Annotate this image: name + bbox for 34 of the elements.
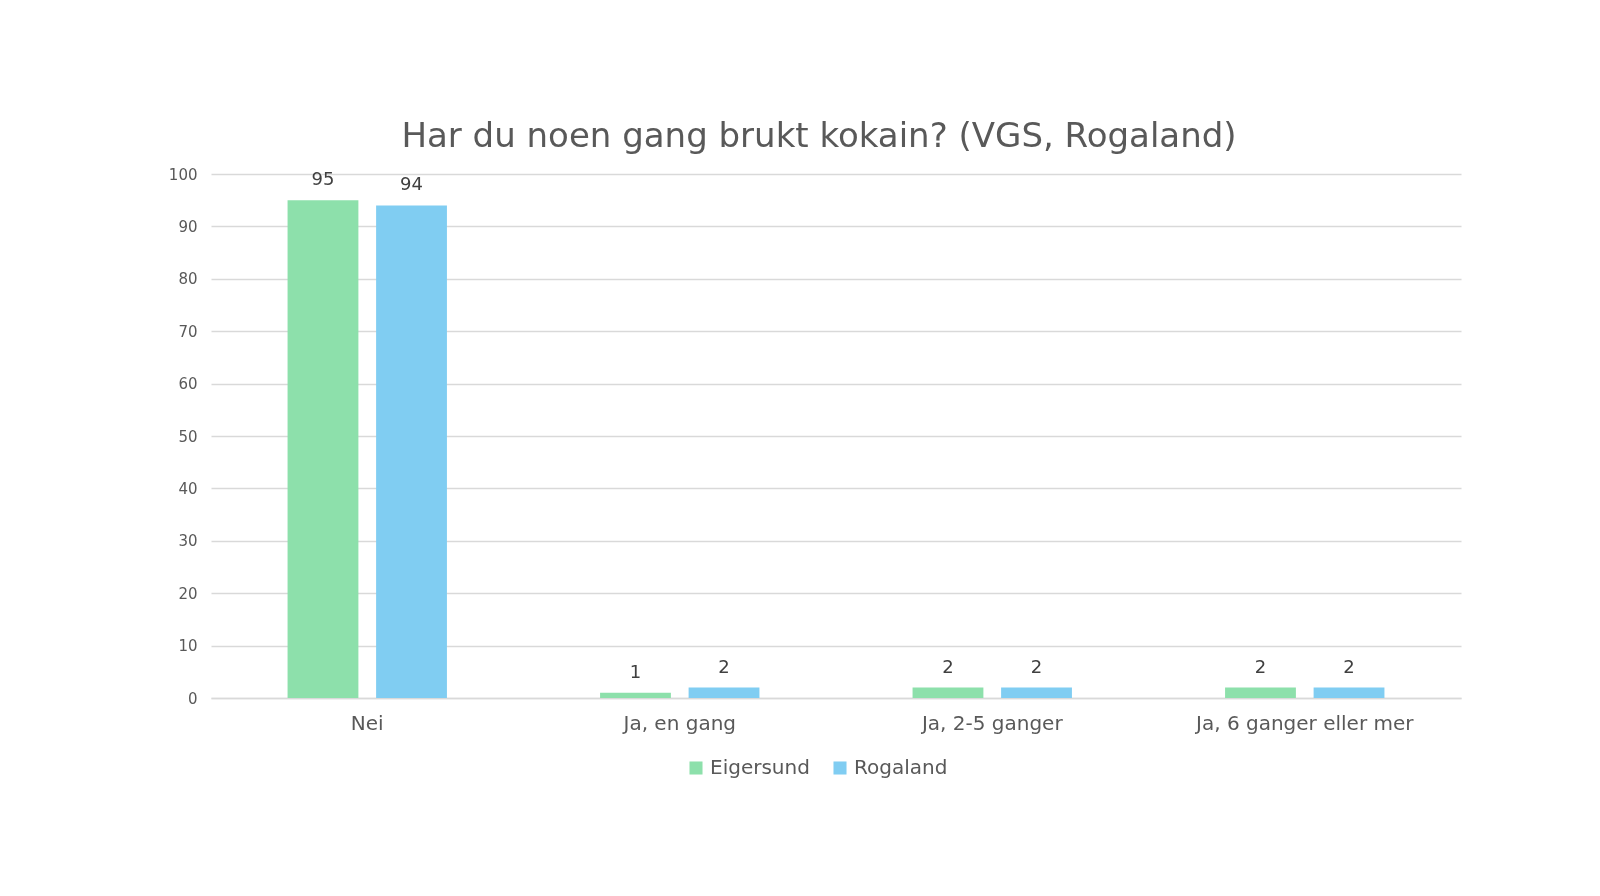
y-tick-label: 10 (178, 637, 198, 656)
y-tick-label: 60 (178, 375, 198, 394)
y-tick-label: 50 (178, 427, 198, 446)
data-label: 2 (1254, 655, 1267, 677)
legend-label: Rogaland (854, 755, 948, 779)
x-tick-label: Ja, 6 ganger eller mer (1194, 710, 1415, 735)
y-tick-label: 0 (187, 689, 198, 708)
y-tick-label: 20 (178, 584, 198, 603)
bar (600, 692, 671, 698)
bar (287, 200, 359, 698)
data-label: 95 (311, 168, 335, 190)
y-tick-label: 40 (178, 479, 198, 498)
y-tick-label: 100 (168, 165, 198, 184)
y-tick-label: 70 (178, 322, 198, 341)
bar (1001, 687, 1072, 698)
y-tick-label: 90 (178, 217, 198, 236)
bar (376, 205, 447, 698)
bar (688, 687, 760, 698)
bar (1313, 687, 1385, 698)
data-label: 2 (1343, 655, 1355, 677)
x-tick-label: Ja, 2-5 ganger (919, 710, 1064, 735)
bar (912, 687, 984, 698)
data-label: 2 (942, 655, 954, 677)
chart-title: Har du noen gang brukt kokain? (VGS, Rogaland) (401, 115, 1237, 155)
y-tick-label: 80 (178, 270, 198, 289)
bar (1225, 687, 1296, 698)
legend-label: Eigersund (710, 755, 810, 779)
y-tick-label: 30 (178, 532, 198, 551)
data-label: 2 (1030, 655, 1043, 677)
data-label: 94 (400, 173, 423, 195)
data-label: 2 (718, 655, 730, 677)
x-tick-label: Ja, en gang (621, 710, 737, 735)
x-tick-label: Nei (350, 710, 384, 735)
data-label: 1 (629, 660, 642, 682)
